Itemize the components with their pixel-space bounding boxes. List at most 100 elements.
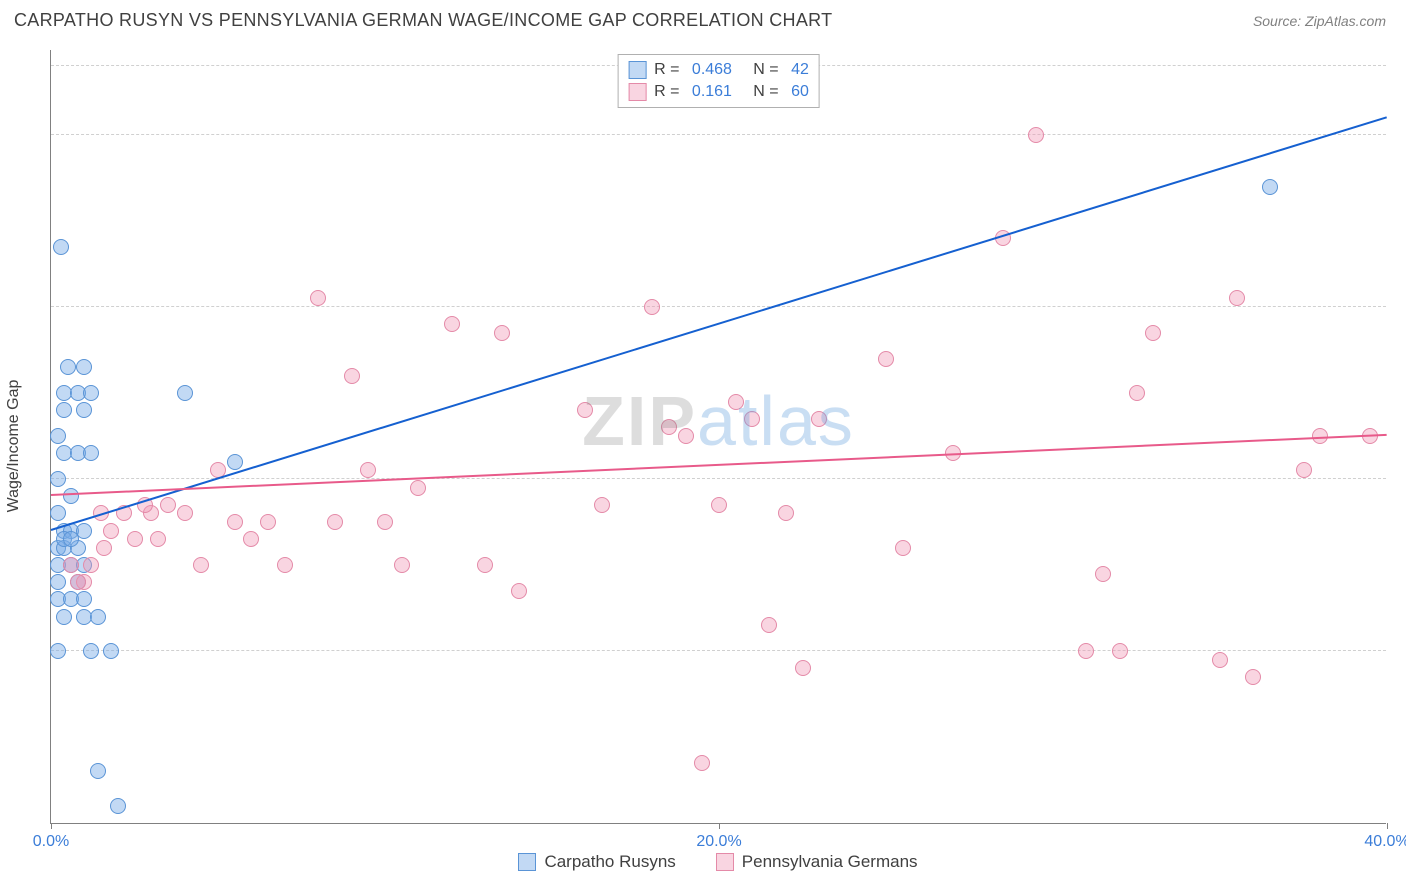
data-point [50,471,66,487]
n-label: N = [740,59,783,81]
r-label: R = [654,59,684,81]
data-point [110,798,126,814]
r-value: 0.161 [692,81,732,103]
legend-item: Pennsylvania Germans [716,852,918,872]
trend-line [51,116,1388,531]
n-value: 42 [791,59,809,81]
scatter-chart: ZIPatlas R = 0.468 N = 42R = 0.161 N = 6… [50,50,1386,824]
data-point [96,540,112,556]
legend-item: Carpatho Rusyns [518,852,675,872]
chart-title: CARPATHO RUSYN VS PENNSYLVANIA GERMAN WA… [14,10,832,31]
data-point [878,351,894,367]
data-point [310,290,326,306]
y-tick-label: 20.0% [1394,624,1406,642]
data-point [661,419,677,435]
gridline-h [51,306,1386,307]
data-point [1229,290,1245,306]
data-point [1112,643,1128,659]
data-point [50,643,66,659]
y-tick-label: 60.0% [1394,280,1406,298]
data-point [410,480,426,496]
data-point [1145,325,1161,341]
n-value: 60 [791,81,809,103]
r-value: 0.468 [692,59,732,81]
data-point [694,755,710,771]
legend-swatch [518,853,536,871]
data-point [76,523,92,539]
data-point [1028,127,1044,143]
x-tick-label: 20.0% [696,833,741,851]
y-axis-label: Wage/Income Gap [5,380,23,513]
data-point [76,591,92,607]
data-point [1129,385,1145,401]
x-tick-label: 40.0% [1364,833,1406,851]
data-point [83,557,99,573]
data-point [711,497,727,513]
data-point [63,557,79,573]
gridline-h [51,650,1386,651]
legend-swatch [716,853,734,871]
data-point [360,462,376,478]
data-point [594,497,610,513]
data-point [477,557,493,573]
data-point [90,763,106,779]
data-point [56,402,72,418]
series-legend: Carpatho Rusyns Pennsylvania Germans [50,852,1386,872]
data-point [70,574,86,590]
data-point [811,411,827,427]
data-point [644,299,660,315]
data-point [344,368,360,384]
data-point [227,514,243,530]
data-point [193,557,209,573]
data-point [494,325,510,341]
data-point [53,239,69,255]
data-point [744,411,760,427]
data-point [83,643,99,659]
data-point [678,428,694,444]
data-point [103,643,119,659]
trend-line [51,434,1387,496]
data-point [76,402,92,418]
y-tick-label: 80.0% [1394,108,1406,126]
data-point [160,497,176,513]
data-point [127,531,143,547]
data-point [761,617,777,633]
data-point [1212,652,1228,668]
data-point [150,531,166,547]
data-point [577,402,593,418]
data-point [394,557,410,573]
data-point [243,531,259,547]
data-point [1262,179,1278,195]
data-point [63,531,79,547]
data-point [103,523,119,539]
x-tick [51,823,52,829]
data-point [895,540,911,556]
data-point [177,385,193,401]
data-point [50,505,66,521]
legend-label: Carpatho Rusyns [544,852,675,872]
gridline-h [51,134,1386,135]
stats-legend-row: R = 0.468 N = 42 [628,59,809,81]
data-point [795,660,811,676]
data-point [177,505,193,521]
data-point [63,488,79,504]
data-point [260,514,276,530]
data-point [277,557,293,573]
source-label: Source: ZipAtlas.com [1253,13,1386,29]
r-label: R = [654,81,684,103]
data-point [377,514,393,530]
data-point [1296,462,1312,478]
gridline-h [51,478,1386,479]
data-point [1078,643,1094,659]
data-point [50,574,66,590]
x-tick [1387,823,1388,829]
data-point [227,454,243,470]
stats-legend-row: R = 0.161 N = 60 [628,81,809,103]
data-point [60,359,76,375]
stats-legend: R = 0.468 N = 42R = 0.161 N = 60 [617,54,820,108]
data-point [83,385,99,401]
n-label: N = [740,81,783,103]
data-point [778,505,794,521]
data-point [1095,566,1111,582]
x-tick [719,823,720,829]
